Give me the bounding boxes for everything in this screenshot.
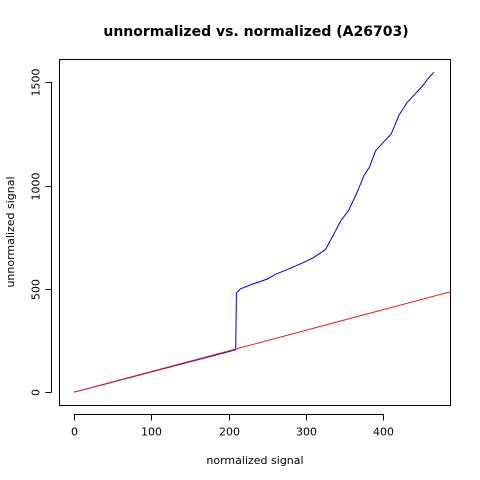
reference-line — [73, 291, 450, 393]
x-tick-label: 200 — [219, 426, 240, 439]
plot-area — [59, 59, 451, 406]
x-axis-label: normalized signal — [206, 454, 303, 467]
x-tick-label: 0 — [71, 426, 78, 439]
series-layer — [73, 72, 450, 393]
x-tick-label: 100 — [141, 426, 162, 439]
y-tick-label: 1500 — [30, 69, 43, 97]
y-tick-label: 500 — [30, 279, 43, 300]
chart-title: unnormalized vs. normalized (A26703) — [103, 24, 408, 40]
y-tick-label: 0 — [30, 389, 43, 396]
y-axis-label: unnormalized signal — [4, 176, 17, 287]
y-axis: 0 500 1000 1500 — [30, 69, 52, 396]
x-tick-label: 300 — [296, 426, 317, 439]
y-tick-label: 1000 — [30, 173, 43, 201]
x-axis: 0 100 200 300 400 — [71, 414, 394, 439]
x-tick-label: 400 — [373, 426, 394, 439]
data-series-line — [73, 72, 435, 393]
